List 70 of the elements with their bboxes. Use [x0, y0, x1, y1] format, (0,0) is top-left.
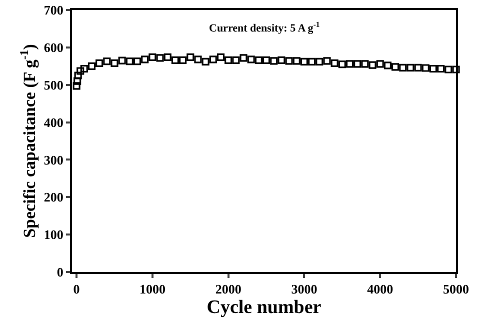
point [323, 57, 331, 65]
point [354, 60, 362, 68]
point [164, 53, 172, 61]
point [96, 59, 104, 67]
point [300, 58, 308, 66]
point [376, 60, 384, 68]
point [346, 60, 354, 68]
point [156, 54, 164, 62]
point [292, 57, 300, 65]
x-tick-label: 0 [73, 282, 80, 297]
point [368, 61, 376, 69]
point [262, 56, 270, 64]
point [148, 53, 156, 61]
point [209, 56, 217, 64]
x-axis-title: Cycle number [206, 296, 322, 318]
point [202, 58, 210, 66]
y-tick-label: 100 [44, 227, 64, 242]
point [278, 56, 286, 64]
point [391, 63, 400, 71]
point [126, 57, 134, 66]
point [224, 56, 232, 64]
y-tick-label: 400 [44, 114, 64, 130]
point [308, 58, 316, 66]
point [80, 64, 88, 73]
point [103, 57, 111, 66]
point [247, 56, 255, 64]
point [399, 64, 407, 72]
point [270, 57, 278, 65]
x-tick-label: 5000 [443, 282, 469, 297]
y-tick-label: 600 [44, 40, 64, 55]
x-tick-label: 1000 [139, 282, 166, 297]
point [414, 64, 422, 72]
y-tick-label: 300 [44, 152, 64, 168]
point [110, 59, 118, 67]
point [285, 57, 293, 65]
point [171, 56, 180, 64]
point [72, 82, 80, 90]
point [186, 53, 194, 61]
annotation: Current density: 5 A g$^{-1}$ [209, 20, 320, 35]
point [384, 62, 392, 70]
point [406, 64, 414, 72]
point [429, 64, 438, 73]
point [338, 60, 346, 68]
y-tick-label: 500 [44, 77, 64, 92]
x-tick-label: 4000 [367, 282, 394, 297]
y-tick-label: 200 [44, 190, 64, 205]
point [254, 56, 262, 64]
point [437, 64, 445, 73]
point [74, 72, 82, 80]
point [88, 62, 96, 70]
point [316, 58, 324, 66]
y-tick-label: 0 [56, 264, 64, 280]
point [232, 56, 240, 64]
point [118, 56, 126, 64]
point [444, 66, 452, 74]
point [330, 59, 338, 67]
point [179, 56, 187, 64]
y-tick-label: 700 [44, 2, 64, 18]
x-tick-label: 3000 [291, 282, 318, 297]
point [240, 54, 248, 62]
point [74, 77, 82, 85]
point [76, 67, 84, 75]
point [133, 57, 142, 66]
point [361, 60, 369, 68]
point [452, 66, 460, 74]
point [194, 56, 202, 64]
x-tick-label: 2000 [215, 282, 242, 297]
point [422, 64, 430, 72]
point [141, 56, 149, 64]
point [216, 53, 225, 61]
